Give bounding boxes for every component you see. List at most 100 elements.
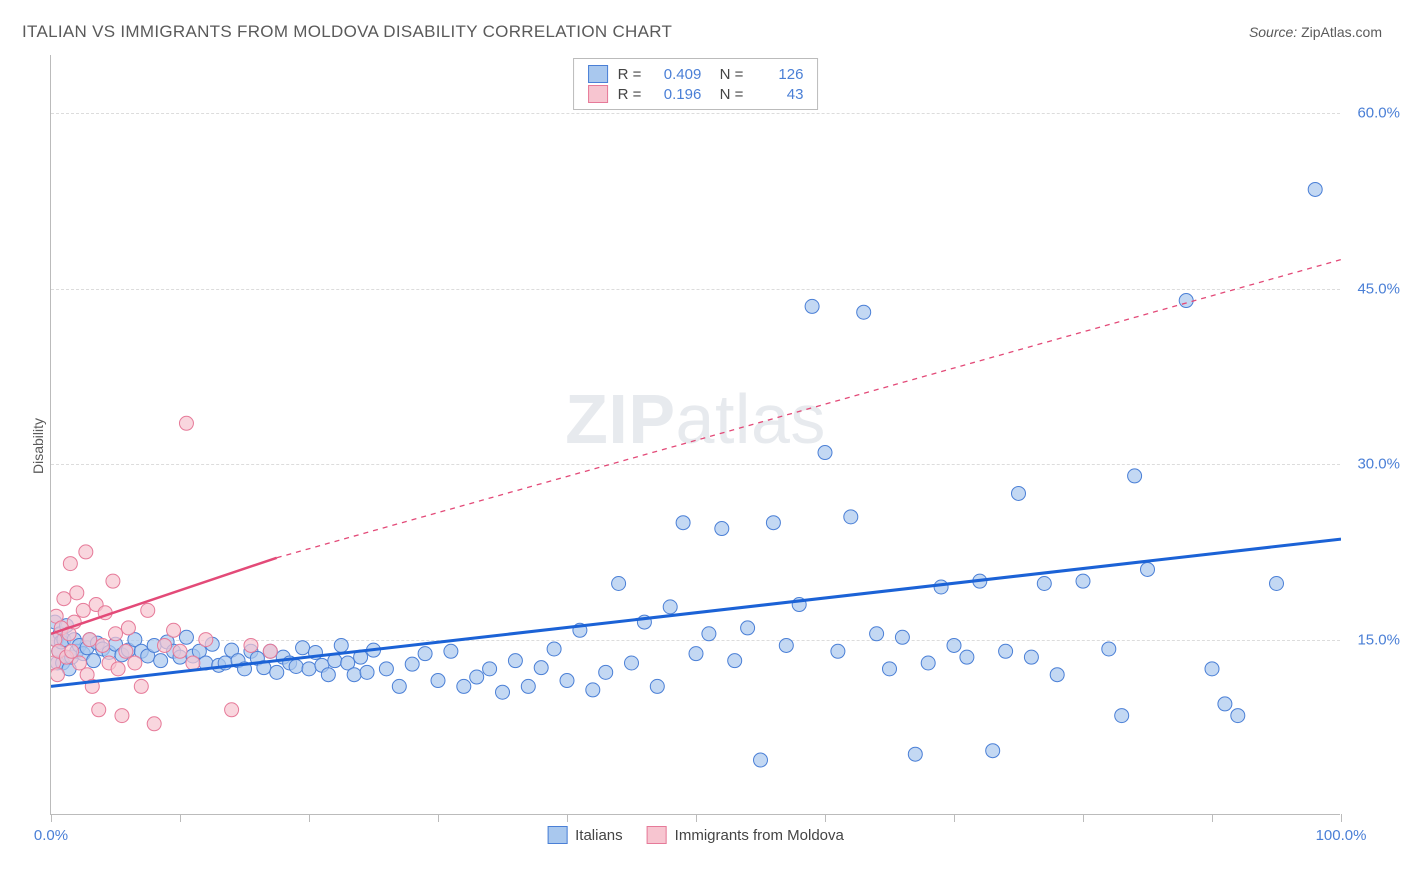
legend-stats: R =0.409 N =126R =0.196 N =43 bbox=[573, 58, 819, 110]
data-point bbox=[379, 662, 393, 676]
data-point bbox=[334, 638, 348, 652]
data-point bbox=[908, 747, 922, 761]
data-point bbox=[754, 753, 768, 767]
data-point bbox=[141, 603, 155, 617]
data-point bbox=[79, 545, 93, 559]
data-point bbox=[599, 665, 613, 679]
data-point bbox=[1270, 576, 1284, 590]
x-tick bbox=[696, 814, 697, 822]
data-point bbox=[121, 621, 135, 635]
r-label: R = bbox=[618, 66, 642, 83]
data-point bbox=[147, 717, 161, 731]
data-point bbox=[1218, 697, 1232, 711]
r-label: R = bbox=[618, 86, 642, 103]
data-point bbox=[360, 665, 374, 679]
data-point bbox=[1231, 709, 1245, 723]
r-value: 0.409 bbox=[651, 66, 701, 83]
data-point bbox=[263, 644, 277, 658]
legend-series-label: Immigrants from Moldova bbox=[675, 827, 844, 844]
legend-swatch bbox=[588, 85, 608, 103]
x-tick bbox=[438, 814, 439, 822]
n-value: 43 bbox=[753, 86, 803, 103]
data-point bbox=[225, 703, 239, 717]
chart-container: ITALIAN VS IMMIGRANTS FROM MOLDOVA DISAB… bbox=[0, 0, 1406, 892]
data-point bbox=[1179, 294, 1193, 308]
data-point bbox=[167, 623, 181, 637]
x-tick-label: 100.0% bbox=[1316, 827, 1367, 844]
data-point bbox=[521, 679, 535, 693]
y-tick-label: 15.0% bbox=[1357, 631, 1400, 648]
n-value: 126 bbox=[753, 66, 803, 83]
data-point bbox=[1076, 574, 1090, 588]
data-point bbox=[612, 576, 626, 590]
legend-stats-row: R = 0.409 N = 126 bbox=[588, 64, 804, 84]
data-point bbox=[934, 580, 948, 594]
x-tick bbox=[954, 814, 955, 822]
data-point bbox=[483, 662, 497, 676]
n-label: N = bbox=[711, 86, 743, 103]
legend-swatch bbox=[647, 826, 667, 844]
data-point bbox=[1308, 182, 1322, 196]
data-point bbox=[296, 641, 310, 655]
data-point bbox=[109, 627, 123, 641]
data-point bbox=[986, 744, 1000, 758]
data-point bbox=[457, 679, 471, 693]
data-point bbox=[431, 674, 445, 688]
data-point bbox=[676, 516, 690, 530]
data-point bbox=[173, 644, 187, 658]
data-point bbox=[270, 665, 284, 679]
y-tick-label: 45.0% bbox=[1357, 280, 1400, 297]
x-tick-label: 0.0% bbox=[34, 827, 68, 844]
data-point bbox=[347, 668, 361, 682]
legend-series-label: Italians bbox=[575, 827, 623, 844]
plot-svg bbox=[51, 55, 1341, 815]
data-point bbox=[63, 557, 77, 571]
data-point bbox=[870, 627, 884, 641]
data-point bbox=[496, 685, 510, 699]
data-point bbox=[57, 592, 71, 606]
data-point bbox=[883, 662, 897, 676]
y-tick-label: 30.0% bbox=[1357, 456, 1400, 473]
data-point bbox=[83, 633, 97, 647]
data-point bbox=[547, 642, 561, 656]
data-point bbox=[1012, 486, 1026, 500]
data-point bbox=[199, 633, 213, 647]
data-point bbox=[947, 638, 961, 652]
data-point bbox=[728, 654, 742, 668]
data-point bbox=[444, 644, 458, 658]
legend-swatch bbox=[588, 65, 608, 83]
data-point bbox=[111, 662, 125, 676]
x-tick bbox=[309, 814, 310, 822]
data-point bbox=[106, 574, 120, 588]
data-point bbox=[779, 638, 793, 652]
y-tick-label: 60.0% bbox=[1357, 105, 1400, 122]
data-point bbox=[115, 709, 129, 723]
legend-swatch bbox=[547, 826, 567, 844]
data-point bbox=[302, 662, 316, 676]
data-point bbox=[999, 644, 1013, 658]
x-tick bbox=[51, 814, 52, 822]
data-point bbox=[51, 668, 64, 682]
data-point bbox=[158, 638, 172, 652]
data-point bbox=[154, 654, 168, 668]
data-point bbox=[689, 647, 703, 661]
data-point bbox=[244, 638, 258, 652]
data-point bbox=[1102, 642, 1116, 656]
source-name: ZipAtlas.com bbox=[1301, 24, 1382, 40]
data-point bbox=[289, 660, 303, 674]
data-point bbox=[586, 683, 600, 697]
data-point bbox=[857, 305, 871, 319]
data-point bbox=[70, 586, 84, 600]
data-point bbox=[1205, 662, 1219, 676]
data-point bbox=[179, 416, 193, 430]
n-label: N = bbox=[711, 66, 743, 83]
data-point bbox=[715, 522, 729, 536]
data-point bbox=[1050, 668, 1064, 682]
data-point bbox=[1037, 576, 1051, 590]
x-tick bbox=[567, 814, 568, 822]
data-point bbox=[418, 647, 432, 661]
data-point bbox=[92, 703, 106, 717]
data-point bbox=[392, 679, 406, 693]
legend-series-item: Italians bbox=[547, 826, 623, 844]
data-point bbox=[119, 644, 133, 658]
